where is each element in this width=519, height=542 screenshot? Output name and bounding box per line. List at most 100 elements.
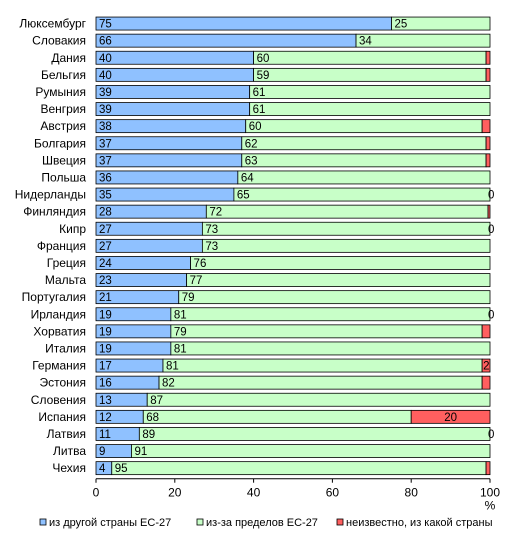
category-label: Эстония bbox=[40, 376, 87, 390]
data-label: 60 bbox=[257, 53, 270, 65]
data-label: 89 bbox=[142, 429, 155, 441]
data-label: 21 bbox=[99, 292, 112, 304]
data-label: 91 bbox=[134, 446, 147, 458]
data-label: 2 bbox=[483, 361, 489, 373]
data-label: 39 bbox=[99, 87, 112, 99]
bar-segment bbox=[190, 256, 491, 270]
bar-segment bbox=[205, 204, 489, 219]
category-label: Польша bbox=[41, 170, 86, 184]
data-label: 25 bbox=[395, 19, 408, 31]
bar-segment bbox=[249, 85, 491, 99]
category-labels: Люксембург Словакия Дания Бельгия Румыния Вен… bbox=[15, 17, 87, 476]
bar-segment bbox=[485, 461, 491, 476]
category-label: Болгария bbox=[34, 136, 86, 150]
data-label: 61 bbox=[253, 87, 266, 99]
bar-segment bbox=[95, 170, 239, 185]
category-label: Латвия bbox=[47, 427, 86, 441]
bar-segment bbox=[170, 307, 491, 322]
category-label: Швеция bbox=[42, 153, 86, 167]
data-label: 38 bbox=[99, 121, 112, 133]
category-label: Хорватия bbox=[33, 324, 86, 338]
bar-segment bbox=[485, 136, 491, 151]
bar-segment bbox=[95, 204, 207, 219]
legend-label: из другой страны ЕС-27 bbox=[49, 517, 171, 529]
data-label: 27 bbox=[99, 224, 112, 236]
data-label: 28 bbox=[99, 207, 112, 219]
data-label: 81 bbox=[174, 309, 187, 321]
bar-segment bbox=[95, 67, 255, 82]
data-label: 72 bbox=[209, 207, 222, 219]
data-label: 81 bbox=[166, 361, 179, 373]
data-label: 17 bbox=[99, 361, 112, 373]
category-label: Словения bbox=[31, 393, 86, 407]
category-label: Дания bbox=[51, 51, 86, 65]
data-label: 81 bbox=[174, 343, 187, 355]
bar-segment bbox=[237, 170, 491, 185]
data-label: 40 bbox=[99, 70, 112, 82]
data-label: 0 bbox=[488, 224, 494, 236]
data-label: 35 bbox=[99, 190, 112, 202]
bar-segment bbox=[95, 85, 251, 99]
bar-segment bbox=[95, 119, 247, 134]
data-label: 73 bbox=[205, 224, 218, 236]
category-label: Финляндия bbox=[23, 205, 86, 219]
bar-segment bbox=[485, 67, 491, 82]
bar-segment bbox=[95, 33, 357, 48]
legend-label: из-за пределов ЕС-27 bbox=[206, 517, 318, 529]
data-label: 0 bbox=[488, 429, 494, 441]
bars-layer bbox=[95, 16, 491, 476]
bar-segment bbox=[233, 187, 491, 202]
data-label: 87 bbox=[150, 395, 163, 407]
bar-segment bbox=[170, 341, 491, 356]
bar-segment bbox=[158, 375, 483, 390]
data-label: 19 bbox=[99, 343, 112, 355]
category-label: Португалия bbox=[22, 290, 86, 304]
category-label: Люксембург bbox=[19, 17, 86, 31]
bar-segment bbox=[111, 461, 487, 476]
data-label: 9 bbox=[99, 446, 105, 458]
data-label: 40 bbox=[99, 53, 112, 65]
data-label: 59 bbox=[257, 70, 270, 82]
data-label: 82 bbox=[162, 378, 175, 390]
bar-segment bbox=[245, 119, 483, 134]
bar-segment bbox=[138, 427, 491, 441]
data-label: 20 bbox=[444, 412, 457, 424]
bar-segment bbox=[186, 273, 491, 287]
data-label: 37 bbox=[99, 155, 112, 167]
category-label: Испания bbox=[38, 410, 86, 424]
data-label: 37 bbox=[99, 138, 112, 150]
bar-segment bbox=[487, 204, 491, 219]
data-label: 4 bbox=[99, 463, 106, 475]
bar-segment bbox=[142, 409, 412, 424]
category-label: Кипр bbox=[59, 222, 86, 236]
category-label: Италия bbox=[45, 341, 86, 355]
data-label: 34 bbox=[359, 36, 372, 48]
x-tick-label: 100 bbox=[480, 486, 500, 500]
x-axis: 0 20 40 60 80 100% bbox=[93, 478, 500, 513]
data-label: 68 bbox=[146, 412, 159, 424]
legend-swatch bbox=[196, 518, 204, 526]
data-label: 77 bbox=[190, 275, 203, 287]
category-label: Румыния bbox=[35, 85, 86, 99]
legend-swatch bbox=[336, 518, 344, 526]
bar-segment bbox=[178, 290, 491, 305]
bar-segment bbox=[253, 67, 487, 82]
category-label: Словакия bbox=[32, 34, 86, 48]
legend-label: неизвестно, из какой страны bbox=[346, 517, 493, 529]
legend-swatch bbox=[39, 518, 47, 526]
bar-segment bbox=[95, 153, 243, 168]
bar-segment bbox=[241, 136, 487, 151]
x-tick-label: 20 bbox=[168, 486, 182, 500]
bar-segment bbox=[170, 324, 483, 339]
bar-segment bbox=[253, 50, 487, 65]
legend: из другой страны ЕС-27 из-за пределов ЕС-… bbox=[39, 517, 493, 529]
bar-segment bbox=[481, 324, 491, 339]
bar-segment bbox=[481, 358, 491, 373]
data-label: 63 bbox=[245, 155, 258, 167]
data-label: 24 bbox=[99, 258, 112, 270]
bar-segment bbox=[485, 153, 491, 168]
data-label: 76 bbox=[194, 258, 207, 270]
category-label: Мальта bbox=[45, 273, 86, 287]
data-label: 95 bbox=[115, 463, 128, 475]
